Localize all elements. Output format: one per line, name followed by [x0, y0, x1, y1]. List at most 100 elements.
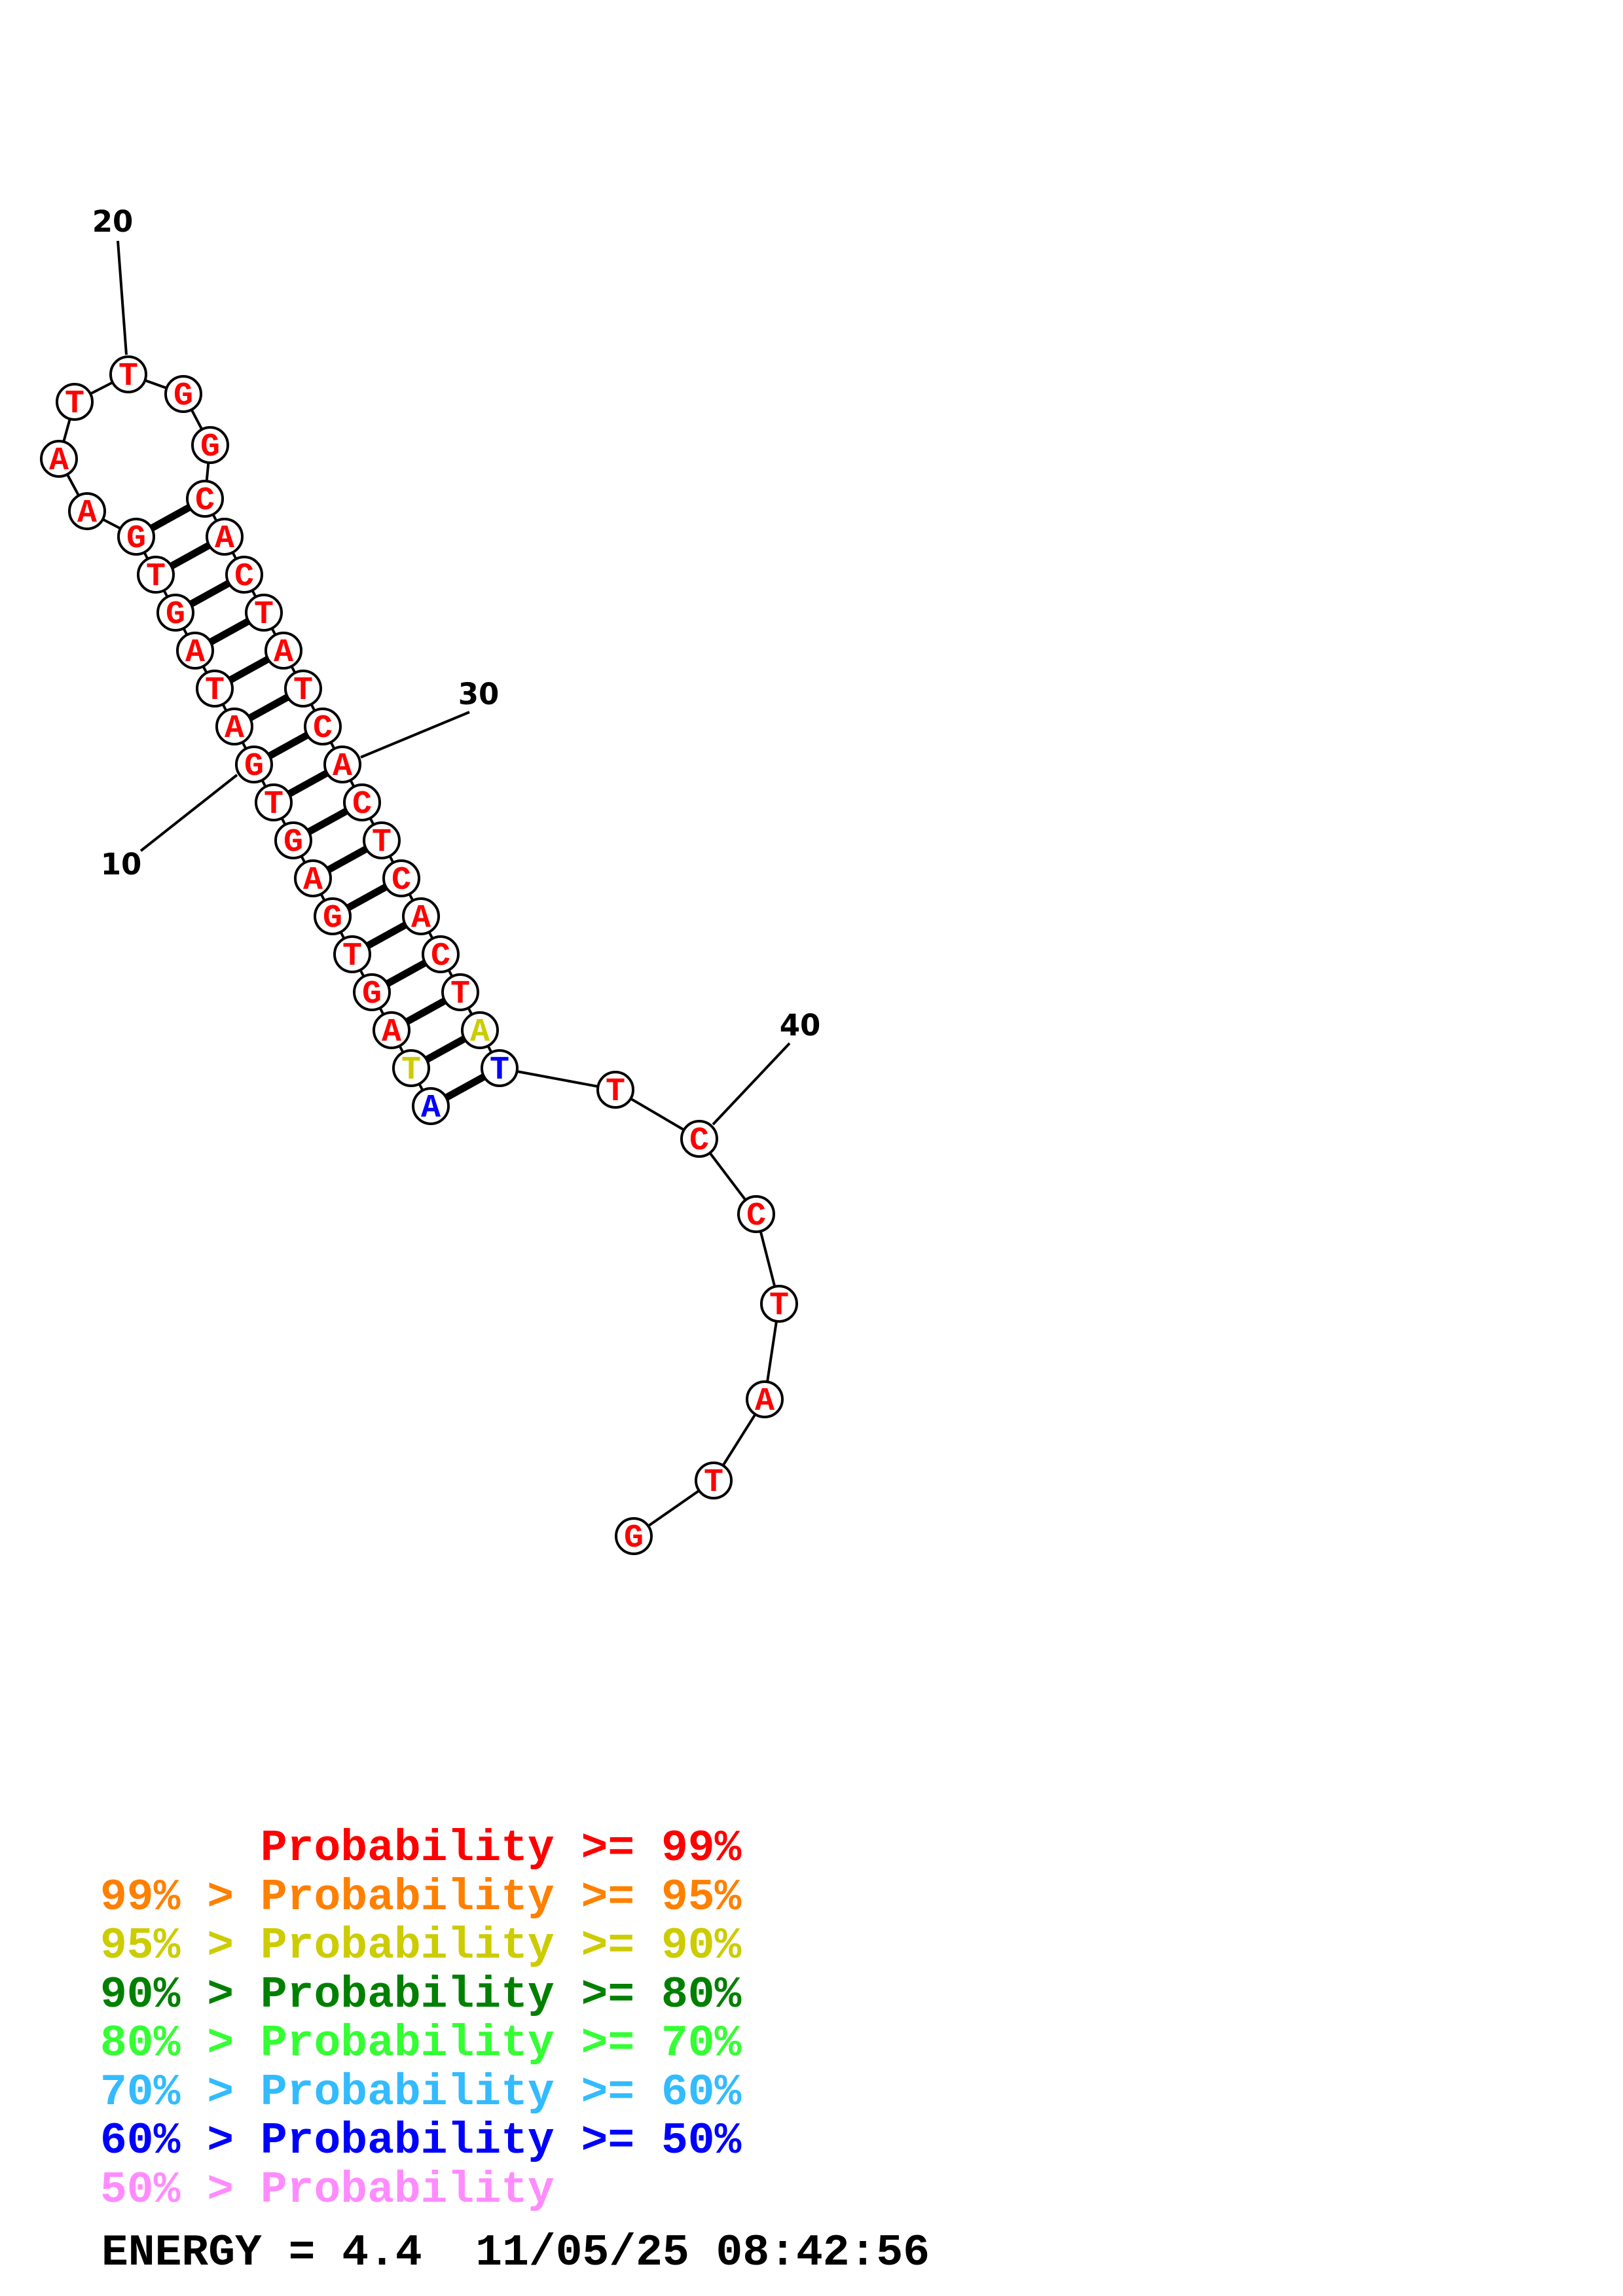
nucleotide-base-15: T: [146, 558, 166, 596]
nucleotide-circle-16: [117, 518, 155, 556]
position-label-line-40: [712, 1042, 791, 1126]
nucleotide-base-5: T: [342, 938, 362, 975]
legend-row-2: 99% > Probability >= 95%: [100, 1872, 742, 1923]
legend-row-8: 50% > Probability: [100, 2164, 555, 2215]
nucleotide-circle-4: [353, 973, 391, 1011]
legend-row-1: Probability >= 99%: [100, 1823, 742, 1874]
nucleotide-circle-11: [215, 708, 253, 745]
backbone-segment-38-39: [499, 1067, 616, 1091]
nucleotide-circle-26: [245, 594, 283, 632]
nucleotide-base-24: A: [215, 520, 234, 558]
legend-row-7: 60% > Probability >= 50%: [100, 2116, 742, 2166]
nucleotide-base-23: C: [195, 482, 215, 520]
nucleotide-circle-41: [737, 1195, 775, 1233]
nucleotide-base-28: T: [293, 672, 313, 709]
nucleotide-base-42: T: [769, 1287, 789, 1325]
nucleotide-base-33: C: [392, 862, 411, 899]
nucleotide-circle-25: [225, 556, 263, 594]
nucleotide-base-3: A: [382, 1014, 401, 1051]
nucleotide-circle-24: [206, 518, 244, 556]
nucleotide-base-7: A: [303, 862, 323, 899]
nucleotide-circle-14: [156, 594, 194, 632]
position-label-line-30: [360, 711, 470, 759]
nucleotide-base-4: G: [362, 976, 382, 1013]
nucleotide-base-36: T: [450, 976, 470, 1013]
legend-row-3: 95% > Probability >= 90%: [100, 1921, 742, 1971]
nucleotide-base-40: C: [689, 1122, 709, 1160]
nucleotide-circle-38: [481, 1049, 519, 1087]
nucleotide-circle-44: [695, 1462, 733, 1499]
nucleotide-circle-19: [56, 383, 94, 421]
nucleotide-circle-9: [255, 783, 293, 821]
position-label-line-20: [117, 240, 128, 355]
nucleotide-circle-7: [294, 859, 332, 897]
nucleotide-base-41: C: [746, 1198, 766, 1235]
position-label-20: 20: [92, 204, 134, 239]
nucleotide-base-6: G: [323, 900, 342, 937]
nucleotide-circle-30: [323, 745, 361, 783]
nucleotide-circle-36: [441, 973, 479, 1011]
nucleotide-circle-27: [264, 632, 302, 670]
nucleotide-base-1: A: [421, 1090, 441, 1127]
legend-row-6: 70% > Probability >= 60%: [100, 2067, 742, 2118]
nucleotide-base-10: G: [244, 748, 264, 785]
nucleotide-circle-10: [235, 745, 273, 783]
nucleotide-circle-20: [109, 355, 147, 393]
nucleotide-circle-22: [191, 426, 229, 464]
nucleotide-circle-13: [176, 632, 214, 670]
nucleotide-base-37: A: [470, 1014, 490, 1051]
nucleotide-circle-40: [680, 1120, 718, 1158]
nucleotide-circle-1: [412, 1087, 450, 1125]
nucleotide-circle-43: [746, 1380, 784, 1418]
position-label-40: 40: [780, 1008, 821, 1043]
nucleotide-base-30: A: [333, 748, 352, 785]
nucleotide-base-38: T: [490, 1052, 509, 1089]
nucleotide-base-26: T: [254, 596, 274, 634]
nucleotide-base-2: T: [401, 1052, 421, 1089]
nucleotide-circle-34: [402, 897, 440, 935]
nucleotide-circle-29: [304, 708, 342, 745]
nucleotide-circle-31: [343, 783, 381, 821]
nucleotide-base-8: G: [283, 824, 303, 861]
probability-legend: Probability >= 99% 99% > Probability >= 9…: [100, 1823, 742, 2215]
nucleotide-circle-8: [274, 821, 312, 859]
nucleotide-circle-17: [68, 492, 106, 530]
nucleotide-circle-3: [373, 1011, 410, 1049]
nucleotide-base-34: A: [411, 900, 431, 937]
legend-row-4: 90% > Probability >= 80%: [100, 1969, 742, 2020]
nucleotide-base-32: T: [372, 824, 392, 861]
nucleotide-circle-5: [333, 935, 371, 973]
nucleotide-circle-37: [461, 1011, 499, 1049]
nucleotide-circle-39: [596, 1071, 634, 1109]
nucleotide-circle-42: [760, 1285, 798, 1323]
nucleotide-base-14: G: [166, 596, 185, 634]
position-label-line-10: [139, 774, 238, 852]
nucleotide-circle-35: [422, 935, 460, 973]
nucleotide-base-44: T: [704, 1464, 723, 1501]
nucleotide-base-18: A: [49, 442, 69, 480]
nucleotide-base-17: A: [77, 495, 97, 532]
nucleotide-circle-28: [284, 670, 322, 708]
nucleotide-circle-32: [363, 821, 401, 859]
nucleotide-circle-23: [186, 480, 224, 518]
nucleotide-base-29: C: [313, 710, 333, 747]
nucleotide-base-27: A: [274, 634, 293, 672]
position-label-30: 30: [458, 677, 500, 711]
nucleotide-base-45: G: [624, 1520, 644, 1557]
nucleotide-base-21: G: [173, 378, 193, 415]
nucleotide-base-13: A: [185, 634, 205, 672]
nucleotide-base-12: T: [205, 672, 225, 709]
nucleotide-circle-21: [164, 375, 202, 413]
energy-text: ENERGY = 4.4 11/05/25 08:42:56: [101, 2228, 930, 2278]
nucleotide-base-39: T: [606, 1073, 625, 1111]
nucleotide-base-20: T: [119, 358, 138, 395]
position-label-10: 10: [101, 847, 142, 882]
nucleotide-base-31: C: [352, 786, 372, 823]
nucleotide-base-25: C: [234, 558, 254, 596]
nucleotide-base-35: C: [431, 938, 450, 975]
nucleotide-circle-6: [314, 897, 352, 935]
nucleotide-base-22: G: [200, 429, 220, 466]
nucleotide-circle-12: [196, 670, 234, 708]
